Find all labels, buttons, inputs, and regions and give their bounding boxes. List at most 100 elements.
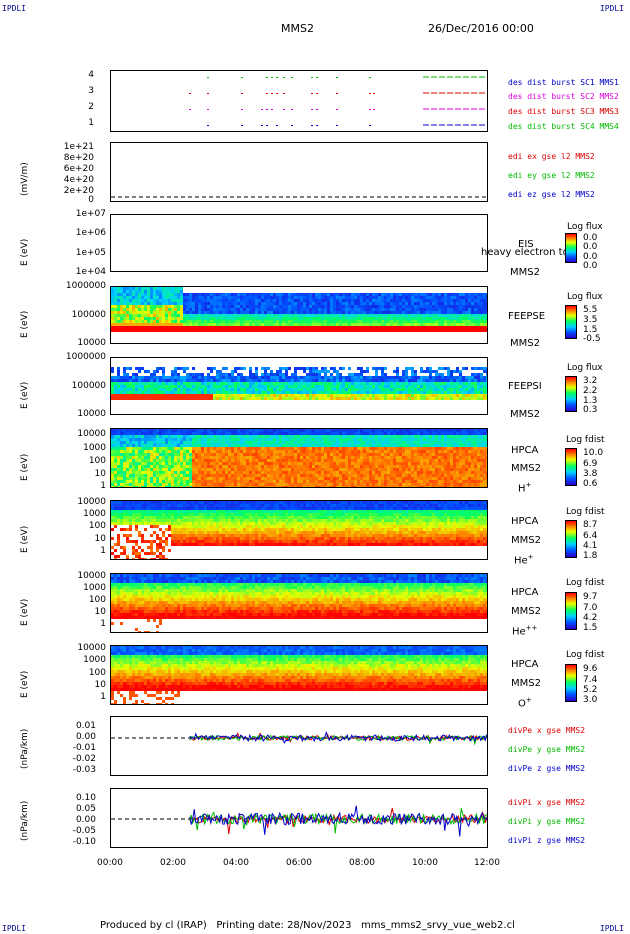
spectrogram-cell <box>111 394 114 397</box>
spectrogram-cell <box>459 329 462 332</box>
spectrogram-cell <box>426 397 429 400</box>
spectrogram-cell <box>381 299 384 302</box>
spectrogram-cell <box>258 477 261 480</box>
spectrogram-cell <box>210 474 213 477</box>
spectrogram-cell <box>462 394 465 397</box>
spectrogram-cell <box>300 388 303 391</box>
spectrogram-cell <box>195 483 198 486</box>
burst-marker <box>316 77 318 78</box>
spectrogram-cell <box>225 326 228 329</box>
spectrogram-cell <box>231 450 234 453</box>
spectrogram-cell <box>246 438 249 441</box>
spectrogram-cell <box>138 450 141 453</box>
spectrogram-cell <box>435 385 438 388</box>
spectrogram-cell <box>111 486 114 487</box>
spectrogram-cell <box>327 323 330 326</box>
spectrogram-cell <box>192 486 195 487</box>
spectrogram-cell <box>390 376 393 379</box>
spectrogram-cell <box>447 376 450 379</box>
spectrogram-cell <box>237 394 240 397</box>
spectrogram-cell <box>249 379 252 382</box>
spectrogram-cell <box>141 299 144 302</box>
spectrogram-cell <box>339 429 342 432</box>
spectrogram-cell <box>297 444 300 447</box>
spectrogram-cell <box>126 397 129 400</box>
spectrogram-cell <box>138 299 141 302</box>
spectrogram-cell <box>234 305 237 308</box>
burst-marker <box>291 77 293 78</box>
spectrogram-cell <box>414 382 417 385</box>
spectrogram-cell <box>363 329 366 332</box>
spectrogram-cell <box>321 391 324 394</box>
spectrogram-cell <box>162 320 165 323</box>
spectrogram-cell <box>351 329 354 332</box>
spectrogram-cell <box>141 287 144 290</box>
spectrogram-cell <box>216 465 219 468</box>
spectrogram-cell <box>132 397 135 400</box>
spectrogram-cell <box>168 323 171 326</box>
spectrogram-cell <box>234 379 237 382</box>
spectrogram-cell <box>252 483 255 486</box>
spectrogram-cell <box>234 480 237 483</box>
spectrogram-cell <box>441 382 444 385</box>
spectrogram-cell <box>153 388 156 391</box>
spectrogram-cell <box>135 317 138 320</box>
spectrogram-cell <box>126 477 129 480</box>
spectrogram-cell <box>180 391 183 394</box>
spectrogram-cell <box>369 323 372 326</box>
spectrogram-cell <box>123 302 126 305</box>
spectrogram-cell <box>309 438 312 441</box>
spectrogram-cell <box>348 308 351 311</box>
spectrogram-cell <box>285 483 288 486</box>
spectrogram-cell <box>318 299 321 302</box>
burst-marker <box>336 77 338 78</box>
spectrogram-cell <box>348 376 351 379</box>
spectrogram-cell <box>327 314 330 317</box>
spectrogram-cell <box>381 471 384 474</box>
spectrogram-cell <box>219 397 222 400</box>
spectrogram-cell <box>216 323 219 326</box>
spectrogram-cell <box>246 308 249 311</box>
spectrogram-cell <box>351 453 354 456</box>
spectrogram-cell <box>204 388 207 391</box>
spectrogram-cell <box>357 477 360 480</box>
spectrogram-cell <box>252 394 255 397</box>
spectrogram-cell <box>309 394 312 397</box>
spectrogram-cell <box>156 326 159 329</box>
spectrogram-cell <box>441 314 444 317</box>
spectrogram-cell <box>405 311 408 314</box>
spectrogram-cell <box>261 441 264 444</box>
spectrogram-cell <box>390 379 393 382</box>
spectrogram-cell <box>447 397 450 400</box>
spectrogram-cell <box>282 299 285 302</box>
spectrogram-cell <box>366 311 369 314</box>
spectrogram-cell <box>126 435 129 438</box>
spectrogram-cell <box>372 296 375 299</box>
spectrogram-cell <box>366 471 369 474</box>
spectrogram-cell <box>399 429 402 432</box>
spectrogram-cell <box>270 385 273 388</box>
spectrogram-cell <box>222 391 225 394</box>
spectrogram-cell <box>369 314 372 317</box>
spectrogram-cell <box>114 438 117 441</box>
spectrogram-cell <box>126 373 129 376</box>
spectrogram-cell <box>141 382 144 385</box>
spectrogram-cell <box>201 293 204 296</box>
spectrogram-cell <box>195 385 198 388</box>
spectrogram-cell <box>228 447 231 450</box>
spectrogram-cell <box>321 367 324 370</box>
spectrogram-cell <box>240 432 243 435</box>
spectrogram-cell <box>342 471 345 474</box>
spectrogram-cell <box>345 382 348 385</box>
spectrogram-cell <box>198 323 201 326</box>
spectrogram-cell <box>279 444 282 447</box>
spectrogram-cell <box>363 293 366 296</box>
spectrogram-cell <box>339 305 342 308</box>
spectrogram-cell <box>342 367 345 370</box>
spectrogram-cell <box>123 435 126 438</box>
spectrogram-cell <box>480 373 483 376</box>
spectrogram-cell <box>276 450 279 453</box>
spectrogram-cell <box>114 397 117 400</box>
spectrogram-cell <box>405 453 408 456</box>
spectrogram-cell <box>330 296 333 299</box>
